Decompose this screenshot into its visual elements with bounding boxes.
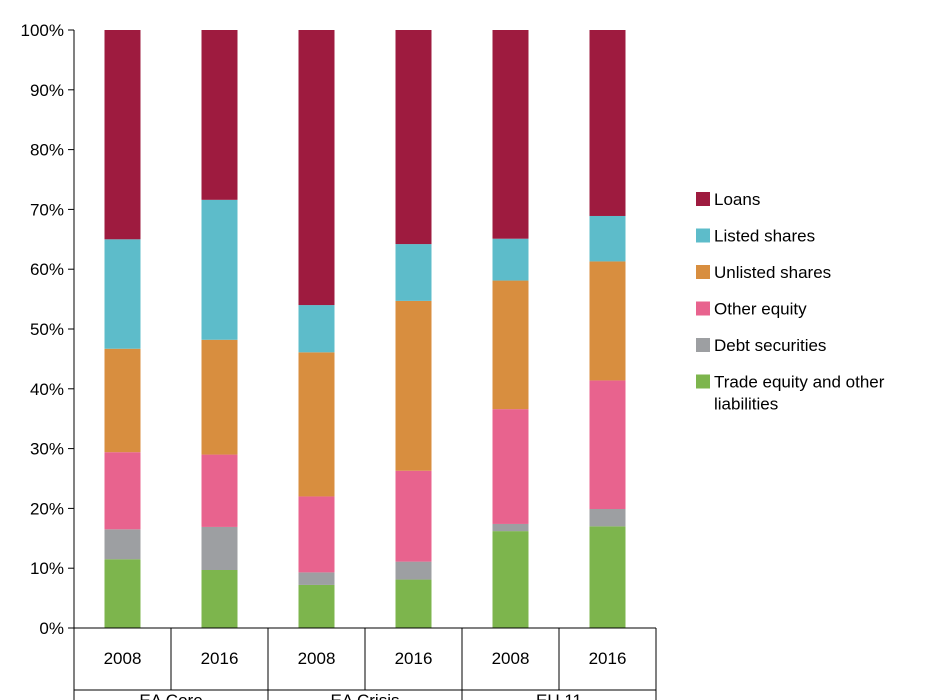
- legend-label: Listed shares: [714, 227, 815, 246]
- bar-segment: [589, 380, 626, 509]
- x-axis: 2008 2016 2008 2016 2008 2016 EA Core EA Crisis…: [73, 627, 657, 700]
- bar-segment: [201, 199, 238, 340]
- bar-segment: [395, 244, 432, 301]
- bar-segment: [201, 569, 238, 628]
- legend-swatch: [696, 301, 710, 316]
- legend-label: Unlisted shares: [714, 263, 831, 282]
- bar-segment: [492, 238, 529, 281]
- bar-segment: [492, 531, 529, 628]
- y-tick-label: 50%: [30, 320, 64, 339]
- bar-segment: [589, 215, 626, 262]
- bar-segment: [104, 239, 141, 349]
- bar-segment: [395, 300, 432, 471]
- bar-segment: [589, 526, 626, 628]
- bar-segment: [201, 526, 238, 570]
- y-tick-label: 30%: [30, 440, 64, 459]
- y-tick-label: 20%: [30, 499, 64, 518]
- bar-segment: [395, 579, 432, 628]
- y-tick-label: 40%: [30, 380, 64, 399]
- bar-segment: [589, 261, 626, 381]
- bar-segment: [104, 348, 141, 453]
- bar-segment: [395, 30, 432, 245]
- bar-segment: [104, 30, 141, 240]
- bar-segment: [395, 561, 432, 580]
- x-tick-label: 2016: [201, 649, 239, 668]
- legend-swatch: [696, 338, 710, 352]
- x-tick-label: 2016: [395, 649, 433, 668]
- y-tick-label: 60%: [30, 260, 64, 279]
- legend-label: Debt securities: [714, 336, 826, 355]
- legend-label: Trade equity and other: [714, 373, 885, 392]
- bar-segment: [298, 305, 335, 353]
- bar-segment: [298, 572, 335, 585]
- y-tick-label: 0%: [39, 619, 64, 638]
- bar-segment: [589, 508, 626, 527]
- legend-swatch: [696, 192, 710, 206]
- bar-segment: [395, 470, 432, 562]
- bar-segment: [298, 496, 335, 573]
- bar-segment: [492, 409, 529, 524]
- x-tick-label: 2008: [492, 649, 530, 668]
- bar-segment: [104, 452, 141, 530]
- x-group-label: EU 11: [536, 691, 582, 700]
- legend-label: Other equity: [714, 300, 807, 319]
- y-tick-label: 70%: [30, 200, 64, 219]
- y-tick-label: 100%: [21, 21, 64, 40]
- bar-segment: [492, 523, 529, 532]
- legend-label: liabilities: [714, 395, 778, 414]
- legend-swatch: [696, 265, 710, 279]
- bar-segment: [201, 30, 238, 200]
- bar-segment: [298, 584, 335, 628]
- y-axis: 0% 10% 20% 30% 40% 50% 60% 70% 80% 90% 100%: [21, 21, 75, 638]
- legend-label: Loans: [714, 190, 760, 209]
- x-tick-label: 2016: [589, 649, 627, 668]
- bar-segment: [104, 529, 141, 560]
- bar-segment: [298, 30, 335, 306]
- bar-segment: [492, 280, 529, 410]
- bar-segment: [104, 559, 141, 628]
- legend-swatch: [696, 228, 710, 243]
- y-tick-label: 90%: [30, 81, 64, 100]
- x-tick-label: 2008: [104, 649, 142, 668]
- y-tick-label: 80%: [30, 141, 64, 160]
- x-group-label: EA Crisis: [331, 691, 400, 700]
- x-tick-label: 2008: [298, 649, 336, 668]
- bar-segment: [492, 30, 529, 239]
- x-group-label: EA Core: [139, 691, 202, 700]
- legend-swatch: [696, 374, 710, 389]
- bar-segment: [201, 339, 238, 455]
- y-tick-label: 10%: [30, 559, 64, 578]
- bar-segment: [201, 454, 238, 527]
- bars: [104, 30, 626, 628]
- bar-segment: [298, 352, 335, 497]
- bar-segment: [589, 30, 626, 216]
- legend: Loans Listed shares Unlisted shares Other e…: [696, 190, 885, 414]
